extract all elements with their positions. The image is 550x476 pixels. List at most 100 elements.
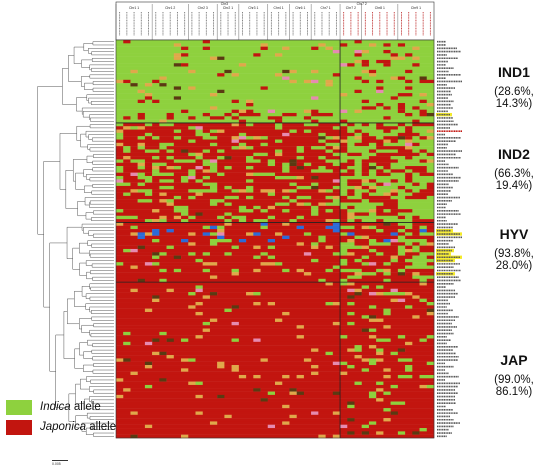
genotype-cell [412, 149, 420, 153]
genotype-cell [159, 169, 189, 173]
genotype-cell [311, 112, 334, 117]
genotype-cell [181, 215, 189, 220]
genotype-cell [202, 302, 254, 306]
genotype-cell [361, 199, 370, 203]
genotype-cell [390, 401, 406, 406]
genotype-cell [166, 338, 175, 343]
genotype-cell [289, 268, 297, 273]
genotype-cell [282, 162, 290, 167]
genotype-cell [144, 142, 160, 147]
genotype-cell [246, 239, 268, 243]
genotype-cell [390, 96, 399, 100]
genotype-cell [405, 225, 413, 230]
group-pct-hyv: (93.8%, 28.0%) [494, 248, 534, 272]
genotype-cell [419, 76, 427, 80]
genotype-cell [231, 136, 240, 140]
genotype-cell [426, 152, 435, 157]
genotype-cell [159, 338, 167, 343]
genotype-cell [202, 46, 211, 51]
genotype-cell [166, 166, 175, 170]
genotype-cell [325, 83, 334, 87]
genotype-cell [361, 195, 391, 200]
genotype-cell [224, 235, 283, 240]
genotype-cell [152, 79, 160, 84]
genotype-cell [260, 43, 268, 47]
genotype-cell [354, 355, 362, 359]
genotype-cell [181, 179, 189, 183]
genotype-cell [412, 112, 420, 117]
genotype-cell [368, 49, 384, 54]
genotype-cell [267, 162, 276, 167]
genotype-cell [347, 431, 355, 435]
genotype-cell [405, 122, 413, 127]
genotype-cell [405, 56, 413, 61]
genotype-cell [188, 86, 196, 90]
genotype-cell [282, 116, 305, 120]
genotype-cell [130, 189, 138, 193]
genotype-cell [116, 358, 124, 362]
genotype-cell [282, 421, 290, 425]
genotype-cell [397, 358, 413, 362]
genotype-cell [137, 411, 196, 415]
genotype-cell [253, 152, 268, 157]
genotype-cell [159, 295, 203, 299]
genotype-cell [354, 162, 362, 167]
genotype-cell [275, 172, 355, 177]
genotype-cell [123, 146, 131, 150]
genotype-cell [361, 166, 370, 170]
genotype-cell [368, 328, 377, 333]
genotype-cell [282, 189, 290, 193]
genotype-cell [289, 202, 297, 207]
genotype-cell [260, 232, 276, 236]
genotype-cell [340, 371, 348, 376]
genotype-cell [188, 338, 232, 343]
genotype-cell [340, 195, 348, 200]
genotype-cell [368, 172, 377, 177]
genotype-cell [340, 265, 406, 270]
genotype-cell [383, 325, 391, 329]
genotype-cell [231, 156, 247, 160]
genotype-cell [130, 159, 146, 163]
genotype-cell [260, 252, 268, 256]
genotype-cell [289, 169, 312, 173]
genotype-cell [137, 162, 146, 167]
genotype-cell [116, 103, 247, 107]
genotype-cell [195, 411, 203, 415]
genotype-cell [275, 424, 341, 429]
genotype-cell [116, 434, 131, 439]
genotype-cell [405, 86, 413, 90]
genotype-cell [116, 288, 131, 293]
genotype-cell [318, 242, 341, 246]
genotype-cell [376, 142, 384, 147]
genotype-cell [368, 166, 377, 170]
genotype-cell [224, 73, 232, 77]
genotype-cell [311, 195, 326, 200]
genotype-cell [159, 239, 182, 243]
genotype-cell [116, 106, 211, 110]
genotype-cell [390, 239, 399, 243]
genotype-cell [289, 222, 334, 226]
genotype-cell [405, 292, 413, 296]
genotype-cell [405, 172, 413, 177]
genotype-cell [260, 388, 290, 392]
genotype-cell [340, 222, 384, 226]
genotype-cell [361, 69, 370, 74]
genotype-cell [217, 93, 341, 97]
genotype-cell [325, 209, 334, 213]
genotype-cell [412, 122, 435, 127]
genotype-cell [116, 255, 153, 260]
genotype-cell [376, 351, 384, 356]
genotype-cell [159, 136, 175, 140]
genotype-cell [383, 388, 435, 392]
genotype-cell [332, 245, 341, 250]
genotype-cell [332, 268, 341, 273]
genotype-cell [253, 195, 283, 200]
genotype-cell [383, 351, 391, 356]
genotype-cell [238, 205, 247, 210]
genotype-cell [412, 169, 427, 173]
genotype-cell [376, 292, 384, 296]
genotype-cell [123, 40, 131, 44]
genotype-cell [282, 318, 370, 323]
genotype-cell [116, 368, 182, 372]
genotype-cell [390, 195, 406, 200]
